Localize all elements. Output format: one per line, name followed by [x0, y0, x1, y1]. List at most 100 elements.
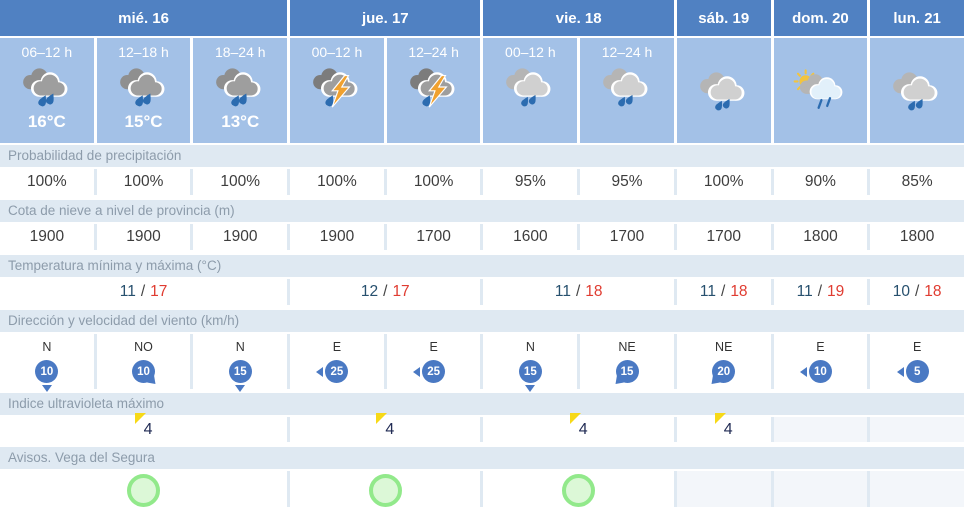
warning-cell: [0, 471, 288, 507]
uv-cell-empty: [773, 417, 868, 442]
wind-direction: N: [235, 340, 245, 354]
wind-cell: N 15: [193, 334, 288, 392]
wind-cell: E 25: [386, 334, 481, 389]
precipitation-value: 95%: [580, 169, 674, 195]
wind-speed: 5: [905, 360, 929, 383]
time-slot: 12–24 h: [580, 38, 674, 143]
light-rain-icon: [893, 72, 938, 112]
time-slot: 12–18 h 15°C: [96, 38, 191, 143]
light-rain-icon: [506, 68, 551, 108]
precipitation-row: 100% 100% 100% 100% 100% 95% 95% 100% 90…: [0, 169, 964, 195]
slot-temperature: 16°C: [27, 112, 66, 131]
storm-icon: [409, 68, 455, 108]
temp-separator: /: [575, 283, 581, 300]
wind-cell: N 10: [0, 334, 94, 392]
time-slot: [870, 38, 964, 143]
day-label: dom. 20: [792, 9, 849, 27]
row-label-snow-level: Cota de nieve a nivel de provincia (m): [0, 200, 964, 222]
wind-speed: 15: [518, 360, 542, 383]
row-label-precipitation: Probabilidad de precipitación: [0, 145, 964, 167]
temp-max: 19: [827, 283, 845, 300]
time-slot-label: 18–24 h: [214, 44, 266, 60]
uv-value: 4: [385, 421, 395, 438]
day-header: vie. 18: [483, 0, 674, 36]
precipitation-value: 100%: [193, 169, 288, 195]
snow-level-value: 1900: [96, 224, 191, 250]
uv-marker-icon: [376, 413, 388, 424]
wind-direction: E: [912, 340, 922, 354]
wind-arrow-icon: [896, 366, 904, 377]
snow-level-value: 1900: [193, 224, 288, 250]
warning-cell-empty: [676, 471, 771, 507]
warning-cell-empty: [870, 471, 964, 507]
wind-cell: NO 10: [96, 334, 191, 389]
temp-min: 11: [699, 283, 716, 300]
precipitation-value: 100%: [676, 169, 771, 195]
wind-speed: 25: [325, 360, 349, 383]
row-label-temperature: Temperatura mínima y máxima (°C): [0, 255, 964, 277]
time-slot: [773, 38, 868, 143]
time-slot-label: 00–12 h: [505, 44, 556, 60]
wind-direction: NE: [715, 340, 733, 354]
uv-cell: 4: [676, 413, 771, 442]
warnings-row: [0, 471, 964, 507]
wind-direction: N: [525, 340, 535, 354]
day-header: dom. 20: [773, 0, 868, 36]
light-rain-icon: [699, 72, 745, 112]
rain-cloud-icon: [119, 68, 164, 108]
time-slot-label: 00–12 h: [311, 44, 363, 60]
time-slot-label: 12–24 h: [408, 44, 459, 60]
precipitation-value: 85%: [870, 169, 964, 195]
wind-arrow-icon: [413, 366, 421, 377]
uv-value: 4: [143, 421, 153, 438]
wind-row: N 10 NO 10 N 15 E 25: [0, 334, 964, 392]
temp-min: 11: [554, 283, 571, 300]
storm-icon: [313, 68, 358, 108]
temp-max: 18: [585, 283, 603, 300]
row-label-warnings: Avisos. Vega del Segura: [0, 447, 964, 469]
temp-separator: /: [383, 283, 388, 300]
light-rain-icon: [603, 68, 648, 108]
wind-direction: E: [429, 340, 438, 354]
slot-temperature: 13°C: [221, 112, 260, 131]
temp-max: 17: [392, 283, 410, 300]
precipitation-value: 100%: [386, 169, 481, 195]
wind-speed-badge: 10: [35, 360, 59, 392]
day-header: lun. 21: [870, 0, 964, 36]
snow-level-value: 1800: [870, 224, 964, 250]
wind-arrow-icon: [316, 366, 324, 377]
wind-speed-badge: 10: [132, 360, 160, 388]
wind-cell: E 5: [870, 334, 964, 389]
uv-value: 4: [723, 421, 733, 438]
wind-arrow-icon: [41, 385, 52, 392]
wind-arrow-icon: [525, 385, 536, 392]
precipitation-value: 100%: [96, 169, 191, 195]
time-slot-label: 12–24 h: [601, 44, 653, 60]
precipitation-value: 100%: [290, 169, 384, 195]
wind-arrow-icon: [799, 366, 807, 377]
wind-speed-badge: 10: [799, 360, 832, 383]
temp-max: 18: [924, 283, 942, 300]
snow-level-value: 1800: [773, 224, 868, 250]
time-slot: 00–12 h: [483, 38, 578, 143]
time-slot: [676, 38, 771, 143]
uv-row: 4 4 4 4: [0, 413, 964, 442]
temperature-cell: 11 / 19: [773, 279, 868, 305]
wind-speed-badge: 25: [413, 360, 446, 383]
warning-cell-empty: [773, 471, 868, 507]
temp-separator: /: [914, 283, 920, 300]
wind-cell: NE 15: [580, 334, 674, 389]
time-slot: 00–12 h: [290, 38, 384, 143]
time-slot-label: 06–12 h: [21, 44, 73, 60]
day-header-row: mié. 16 jue. 17 vie. 18 sáb. 19 dom. 20 …: [0, 0, 964, 36]
wind-cell: E 25: [290, 334, 384, 389]
wind-cell: NE 20: [676, 334, 771, 389]
temp-separator: /: [721, 283, 726, 300]
wind-speed: 10: [808, 360, 832, 383]
wind-speed: 25: [422, 360, 446, 383]
snow-level-row: 1900 1900 1900 1900 1700 1600 1700 1700 …: [0, 224, 964, 250]
uv-cell: 4: [483, 413, 674, 442]
snow-level-value: 1700: [676, 224, 771, 250]
precipitation-value: 90%: [773, 169, 868, 195]
